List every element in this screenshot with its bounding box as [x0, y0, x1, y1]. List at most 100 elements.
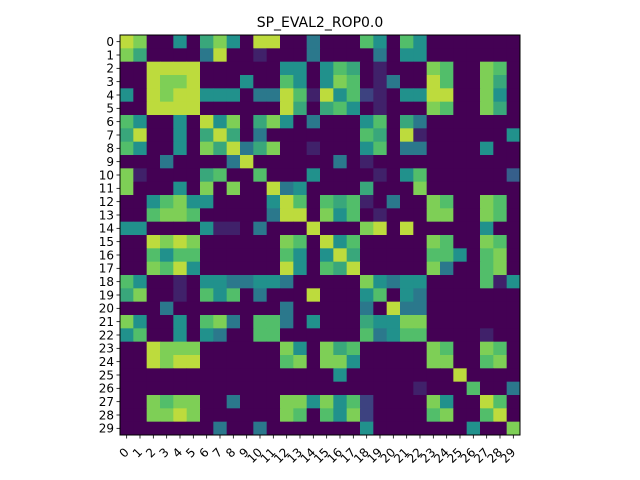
heatmap-cell [213, 168, 228, 183]
heatmap-cell [493, 35, 508, 49]
heatmap-cell [146, 88, 161, 103]
heatmap-cell [346, 208, 361, 223]
heatmap-cell [213, 208, 228, 223]
heatmap-cell [186, 261, 201, 276]
heatmap-cell [333, 88, 348, 103]
heatmap-cell [506, 421, 521, 436]
heatmap-cell [280, 368, 294, 383]
heatmap-cell [413, 115, 428, 129]
heatmap-cell [253, 208, 268, 223]
heatmap-cell [453, 301, 468, 316]
heatmap-cell [200, 155, 214, 169]
heatmap-cell [320, 88, 334, 103]
heatmap-cell [293, 341, 308, 356]
heatmap-cell [240, 115, 254, 129]
heatmap-cell [133, 395, 148, 409]
heatmap-cell [413, 301, 428, 316]
heatmap-cell [440, 35, 454, 49]
heatmap-cell [400, 408, 414, 423]
heatmap-cell [280, 208, 294, 223]
heatmap-cell [426, 168, 441, 183]
heatmap-cell [266, 381, 281, 396]
heatmap-cell [360, 168, 374, 183]
heatmap-cell [253, 128, 268, 143]
heatmap-cell [453, 168, 468, 183]
heatmap-cell [293, 195, 308, 209]
heatmap-cell [426, 141, 441, 156]
heatmap-cell [386, 248, 401, 263]
heatmap-cell [306, 275, 321, 289]
heatmap-cell [306, 288, 321, 303]
heatmap-cell [186, 328, 201, 343]
heatmap-cell [173, 155, 188, 169]
heatmap-cell [506, 301, 521, 316]
heatmap-cell [240, 355, 254, 369]
heatmap-cell [453, 315, 468, 329]
x-tick-label: 1 [130, 445, 145, 460]
heatmap-cell [466, 355, 481, 369]
heatmap-cell [266, 35, 281, 49]
heatmap-cell [440, 368, 454, 383]
heatmap-cell [400, 75, 414, 89]
heatmap-cell [400, 61, 414, 76]
heatmap-cell [400, 35, 414, 49]
heatmap-cell [360, 35, 374, 49]
heatmap-cell [506, 248, 521, 263]
heatmap-cell [386, 48, 401, 63]
heatmap-cell [293, 408, 308, 423]
heatmap-cell [426, 115, 441, 129]
heatmap-cell [426, 75, 441, 89]
heatmap-cell [293, 355, 308, 369]
heatmap-cell [466, 221, 481, 236]
heatmap-cell [506, 288, 521, 303]
heatmap-cell [493, 128, 508, 143]
heatmap-cell [293, 288, 308, 303]
heatmap-cell [346, 75, 361, 89]
heatmap-cell [253, 155, 268, 169]
heatmap-cell [333, 208, 348, 223]
heatmap-cell [480, 368, 494, 383]
heatmap-cell [160, 341, 174, 356]
heatmap-cell [440, 288, 454, 303]
heatmap-cell [373, 35, 388, 49]
heatmap-cell [506, 235, 521, 249]
heatmap-cell [386, 315, 401, 329]
heatmap-cell [346, 421, 361, 436]
y-tick-label: 8 [106, 142, 114, 156]
heatmap-cell [320, 355, 334, 369]
heatmap-cell [480, 75, 494, 89]
heatmap-cell [146, 341, 161, 356]
heatmap-cell [160, 75, 174, 89]
heatmap-cell [440, 235, 454, 249]
heatmap-cell [293, 221, 308, 236]
heatmap-cell [466, 208, 481, 223]
heatmap-cell [253, 48, 268, 63]
heatmap-cell [186, 381, 201, 396]
heatmap-cell [466, 368, 481, 383]
heatmap-cell [346, 181, 361, 196]
heatmap-cell [266, 368, 281, 383]
heatmap-cell [320, 301, 334, 316]
heatmap-cell [173, 181, 188, 196]
heatmap-cell [453, 275, 468, 289]
heatmap-cell [293, 101, 308, 116]
heatmap-cell [466, 61, 481, 76]
heatmap-cell [386, 381, 401, 396]
y-tick-label: 29 [99, 422, 114, 436]
heatmap-cell [253, 235, 268, 249]
heatmap-cell [320, 141, 334, 156]
heatmap-cell [160, 328, 174, 343]
heatmap-cell [280, 235, 294, 249]
heatmap-cell [480, 301, 494, 316]
x-tick-label: 29 [498, 445, 519, 466]
heatmap-cell [293, 315, 308, 329]
heatmap-cell [493, 301, 508, 316]
heatmap-cell [440, 208, 454, 223]
heatmap-cell [253, 101, 268, 116]
heatmap-cell [360, 115, 374, 129]
heatmap-cell [266, 141, 281, 156]
heatmap-cell [253, 288, 268, 303]
y-tick-label: 26 [99, 382, 114, 396]
heatmap-cell [306, 395, 321, 409]
heatmap-cell [333, 328, 348, 343]
